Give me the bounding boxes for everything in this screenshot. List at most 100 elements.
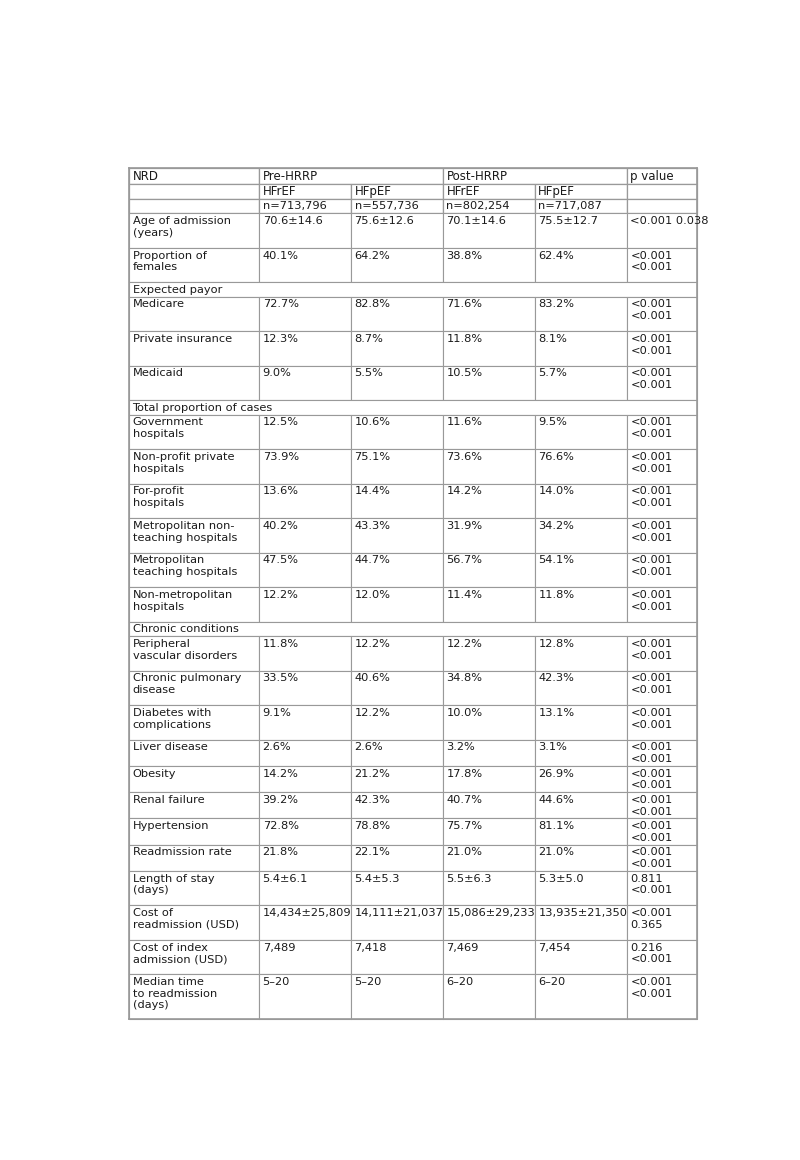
Text: 3.2%: 3.2% (446, 742, 475, 753)
Bar (627, 905, 697, 940)
Bar (443, 844, 535, 871)
Text: 10.6%: 10.6% (354, 418, 390, 428)
Bar (627, 415, 697, 449)
Text: 15,086±29,233: 15,086±29,233 (446, 908, 535, 918)
Bar (130, 974, 259, 1018)
Bar (259, 168, 443, 184)
Bar (627, 670, 697, 705)
Text: HFpEF: HFpEF (538, 186, 575, 198)
Text: Medicaid: Medicaid (133, 369, 183, 378)
Text: HFrEF: HFrEF (446, 186, 480, 198)
Text: NRD: NRD (133, 169, 158, 183)
Text: 10.5%: 10.5% (446, 369, 482, 378)
Bar (351, 819, 443, 844)
Bar (627, 332, 697, 365)
Bar (259, 184, 351, 198)
Bar (443, 740, 535, 766)
Bar (627, 940, 697, 974)
Bar (259, 198, 351, 213)
Text: 71.6%: 71.6% (446, 299, 482, 310)
Text: 26.9%: 26.9% (538, 769, 574, 778)
Text: 76.6%: 76.6% (538, 452, 574, 462)
Bar (627, 740, 697, 766)
Bar (443, 519, 535, 553)
Bar (259, 705, 351, 740)
Text: 7,469: 7,469 (446, 943, 479, 952)
Text: 5–20: 5–20 (354, 977, 382, 987)
Text: 64.2%: 64.2% (354, 251, 390, 261)
Text: 11.4%: 11.4% (446, 590, 482, 600)
Text: <0.001
<0.001: <0.001 <0.001 (630, 369, 673, 390)
Text: 7,489: 7,489 (262, 943, 295, 952)
Bar (259, 484, 351, 519)
Bar (351, 740, 443, 766)
Bar (351, 365, 443, 400)
Bar (130, 670, 259, 705)
Bar (535, 670, 627, 705)
Text: 34.2%: 34.2% (538, 521, 574, 531)
Text: 83.2%: 83.2% (538, 299, 574, 310)
Text: <0.001
<0.001: <0.001 <0.001 (630, 251, 673, 273)
Text: 62.4%: 62.4% (538, 251, 574, 261)
Text: n=557,736: n=557,736 (354, 201, 418, 211)
Bar (627, 213, 697, 248)
Text: Total proportion of cases: Total proportion of cases (133, 403, 273, 413)
Text: Hypertension: Hypertension (133, 821, 209, 831)
Text: Non-profit private
hospitals: Non-profit private hospitals (133, 452, 234, 473)
Bar (535, 844, 627, 871)
Text: 12.3%: 12.3% (262, 334, 298, 345)
Text: 42.3%: 42.3% (538, 674, 574, 683)
Text: Length of stay
(days): Length of stay (days) (133, 873, 214, 896)
Bar (259, 637, 351, 670)
Text: 81.1%: 81.1% (538, 821, 574, 831)
Bar (443, 332, 535, 365)
Bar (259, 766, 351, 792)
Text: 40.7%: 40.7% (446, 795, 482, 805)
Bar (443, 198, 535, 213)
Text: 0.811
<0.001: 0.811 <0.001 (630, 873, 673, 896)
Text: HFrEF: HFrEF (262, 186, 296, 198)
Text: <0.001
<0.001: <0.001 <0.001 (630, 742, 673, 764)
Bar (130, 622, 697, 637)
Text: 5–20: 5–20 (262, 977, 290, 987)
Bar (627, 168, 697, 184)
Text: 5.4±5.3: 5.4±5.3 (354, 873, 400, 884)
Text: For-profit
hospitals: For-profit hospitals (133, 486, 185, 508)
Bar (259, 587, 351, 622)
Bar (259, 670, 351, 705)
Bar (535, 792, 627, 819)
Text: Median time
to readmission
(days): Median time to readmission (days) (133, 977, 217, 1010)
Bar (443, 766, 535, 792)
Text: <0.001
<0.001: <0.001 <0.001 (630, 334, 673, 356)
Text: Liver disease: Liver disease (133, 742, 207, 753)
Bar (351, 248, 443, 282)
Bar (351, 198, 443, 213)
Bar (130, 792, 259, 819)
Bar (535, 905, 627, 940)
Text: <0.001
<0.001: <0.001 <0.001 (630, 418, 673, 440)
Bar (535, 819, 627, 844)
Text: 73.6%: 73.6% (446, 452, 482, 462)
Bar (443, 484, 535, 519)
Text: <0.001
<0.001: <0.001 <0.001 (630, 452, 673, 473)
Bar (443, 168, 627, 184)
Text: 75.6±12.6: 75.6±12.6 (354, 216, 414, 226)
Text: 12.8%: 12.8% (538, 639, 574, 648)
Bar (627, 519, 697, 553)
Bar (535, 332, 627, 365)
Text: 22.1%: 22.1% (354, 847, 390, 857)
Text: 33.5%: 33.5% (262, 674, 298, 683)
Text: Chronic pulmonary
disease: Chronic pulmonary disease (133, 674, 241, 695)
Text: 10.0%: 10.0% (446, 708, 482, 718)
Text: 14,111±21,037: 14,111±21,037 (354, 908, 443, 918)
Bar (535, 974, 627, 1018)
Bar (259, 297, 351, 332)
Bar (535, 766, 627, 792)
Bar (130, 248, 259, 282)
Bar (535, 184, 627, 198)
Bar (351, 974, 443, 1018)
Text: Private insurance: Private insurance (133, 334, 232, 345)
Text: Non-metropolitan
hospitals: Non-metropolitan hospitals (133, 590, 233, 611)
Bar (130, 519, 259, 553)
Text: 34.8%: 34.8% (446, 674, 482, 683)
